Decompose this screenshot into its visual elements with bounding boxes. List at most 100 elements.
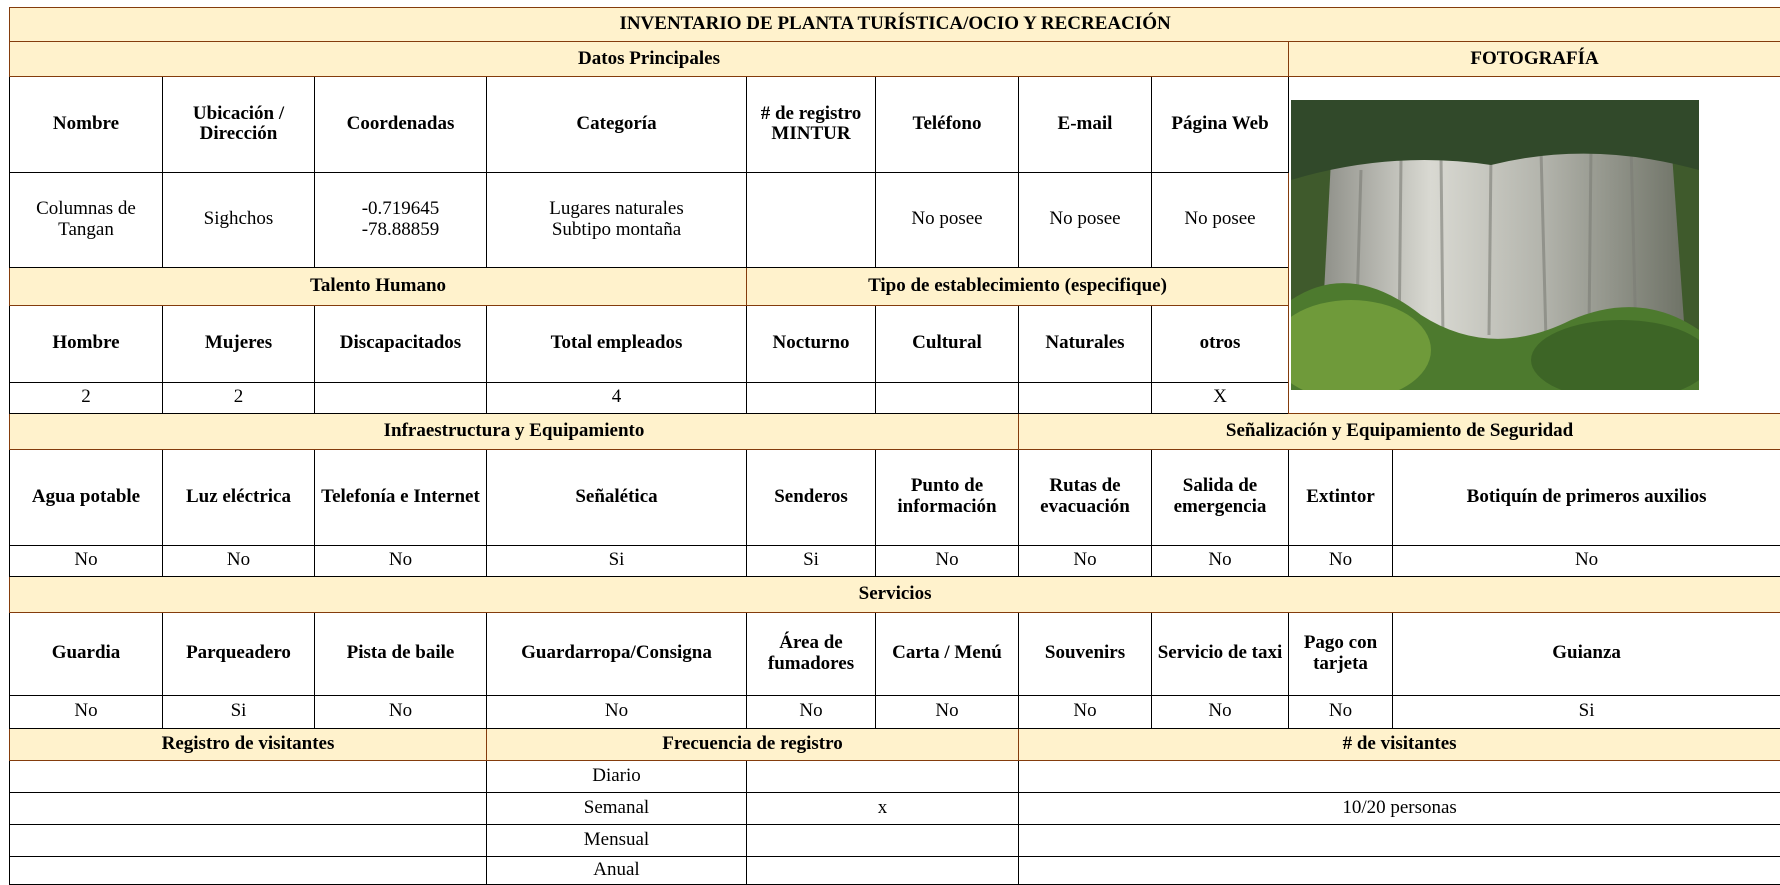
blank-cell [10, 824, 487, 856]
column-header: Extintor [1289, 449, 1393, 545]
blank-cell [10, 856, 487, 884]
section-title: FOTOGRAFÍA [1289, 42, 1780, 77]
frequency-label: Semanal [487, 792, 747, 824]
value-cell: No [1019, 545, 1152, 576]
frequency-label: Diario [487, 760, 747, 792]
table-row: Mensual [10, 824, 1780, 856]
value-cell: No [1393, 545, 1780, 576]
photo-cell [1289, 77, 1780, 414]
frequency-mark [747, 856, 1019, 884]
value-cell: 4 [487, 382, 747, 413]
section-title: Talento Humano [10, 267, 747, 305]
value-cell: No [10, 545, 163, 576]
section-title: # de visitantes [1019, 728, 1780, 760]
value-cell: No [747, 695, 876, 728]
value-cell: Si [487, 545, 747, 576]
value-cell [1019, 382, 1152, 413]
frequency-mark [747, 824, 1019, 856]
table-row: Servicios [10, 576, 1780, 612]
column-header: Servicio de taxi [1152, 612, 1289, 695]
column-header: Página Web [1152, 77, 1289, 173]
column-header: Señalética [487, 449, 747, 545]
table-row: INVENTARIO DE PLANTA TURÍSTICA/OCIO Y RE… [10, 8, 1780, 42]
column-header: Rutas de evacuación [1019, 449, 1152, 545]
value-cell [747, 382, 876, 413]
column-header: Botiquín de primeros auxilios [1393, 449, 1780, 545]
value-cell: No [876, 695, 1019, 728]
column-header: Hombre [10, 305, 163, 382]
frequency-label: Mensual [487, 824, 747, 856]
value-cell: No posee [1019, 172, 1152, 267]
column-header: Total empleados [487, 305, 747, 382]
sheet-title: INVENTARIO DE PLANTA TURÍSTICA/OCIO Y RE… [10, 8, 1780, 42]
inventory-table: INVENTARIO DE PLANTA TURÍSTICA/OCIO Y RE… [9, 7, 1780, 885]
value-cell: -0.719645 -78.88859 [315, 172, 487, 267]
column-header: Teléfono [876, 77, 1019, 173]
column-header: Naturales [1019, 305, 1152, 382]
blank-cell [10, 760, 487, 792]
column-header: Pista de baile [315, 612, 487, 695]
visitor-count [1019, 856, 1780, 884]
column-header: Parqueadero [163, 612, 315, 695]
column-header: Telefonía e Internet [315, 449, 487, 545]
frequency-label: Anual [487, 856, 747, 884]
column-header: # de registro MINTUR [747, 77, 876, 173]
page: INVENTARIO DE PLANTA TURÍSTICA/OCIO Y RE… [0, 0, 1780, 849]
column-header: Luz eléctrica [163, 449, 315, 545]
value-cell: Columnas de Tangan [10, 172, 163, 267]
value-cell: No [163, 545, 315, 576]
column-header: Guardarropa/Consigna [487, 612, 747, 695]
value-cell: 2 [10, 382, 163, 413]
column-header: Guardia [10, 612, 163, 695]
value-cell: No [10, 695, 163, 728]
value-cell [315, 382, 487, 413]
value-cell: No [315, 545, 487, 576]
value-cell: Sighchos [163, 172, 315, 267]
column-header: Guianza [1393, 612, 1780, 695]
column-header: Área de fumadores [747, 612, 876, 695]
column-header: Mujeres [163, 305, 315, 382]
value-cell: No posee [876, 172, 1019, 267]
column-header: Souvenirs [1019, 612, 1152, 695]
blank-cell [10, 792, 487, 824]
table-row: Diario [10, 760, 1780, 792]
section-title: Datos Principales [10, 42, 1289, 77]
value-cell: Lugares naturales Subtipo montaña [487, 172, 747, 267]
column-header: Carta / Menú [876, 612, 1019, 695]
column-header: Cultural [876, 305, 1019, 382]
column-header: E-mail [1019, 77, 1152, 173]
value-cell [876, 382, 1019, 413]
value-cell: No [315, 695, 487, 728]
frequency-mark: x [747, 792, 1019, 824]
section-title: Frecuencia de registro [487, 728, 1019, 760]
visitor-count: 10/20 personas [1019, 792, 1780, 824]
column-header: Categoría [487, 77, 747, 173]
column-header: Pago con tarjeta [1289, 612, 1393, 695]
section-title: Registro de visitantes [10, 728, 487, 760]
column-header: Salida de emergencia [1152, 449, 1289, 545]
column-header: Nombre [10, 77, 163, 173]
value-cell: No [1152, 545, 1289, 576]
value-cell: No [876, 545, 1019, 576]
column-header: Senderos [747, 449, 876, 545]
table-row: Anual [10, 856, 1780, 884]
value-cell: No [487, 695, 747, 728]
value-cell: Si [163, 695, 315, 728]
value-cell: No [1289, 695, 1393, 728]
column-header: Coordenadas [315, 77, 487, 173]
value-cell: 2 [163, 382, 315, 413]
section-title: Tipo de establecimiento (especifique) [747, 267, 1289, 305]
column-header: Ubicación / Dirección [163, 77, 315, 173]
value-cell: No posee [1152, 172, 1289, 267]
value-cell: Si [747, 545, 876, 576]
value-cell [747, 172, 876, 267]
value-cell: No [1289, 545, 1393, 576]
column-header: Discapacitados [315, 305, 487, 382]
photo [1291, 100, 1699, 390]
